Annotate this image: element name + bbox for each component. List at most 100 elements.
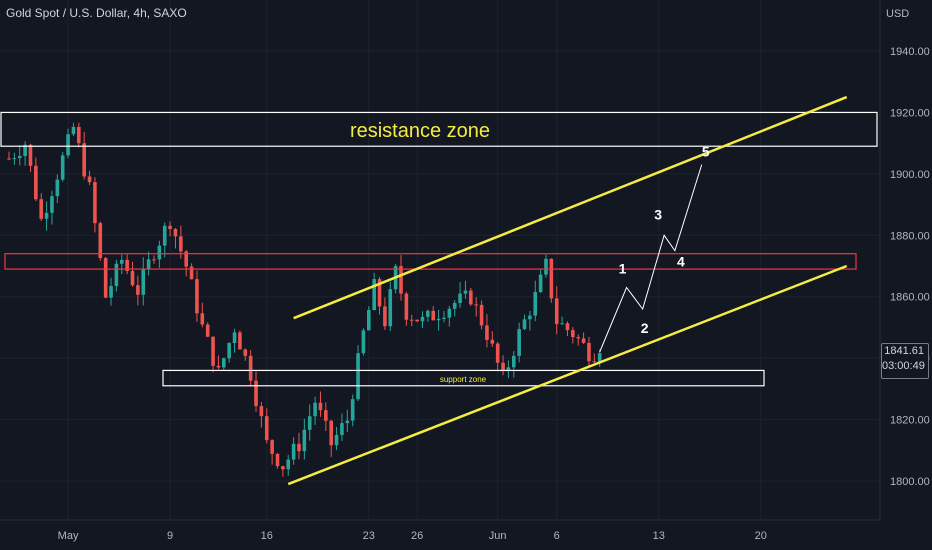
support-zone-label: support zone xyxy=(440,375,487,384)
candle-body xyxy=(141,268,146,295)
candle-body xyxy=(205,324,210,337)
candle-body xyxy=(522,319,527,330)
candle-body xyxy=(324,410,328,421)
candles-layer xyxy=(7,122,602,477)
wave-label: 2 xyxy=(641,320,649,336)
candle-body xyxy=(286,459,291,470)
candle-body xyxy=(350,399,355,421)
candle-body xyxy=(458,293,462,304)
candle-body xyxy=(560,323,564,325)
candle-body xyxy=(17,156,22,159)
red-zone-box xyxy=(4,253,857,270)
candle-body xyxy=(415,319,419,322)
price-tick-label: 1880.00 xyxy=(890,230,930,242)
candle-body xyxy=(372,279,376,311)
candle-body xyxy=(71,126,76,135)
candle-body xyxy=(361,330,366,354)
support-zone-box xyxy=(162,369,765,387)
channel-layer xyxy=(287,95,848,486)
candle-body xyxy=(125,259,129,272)
candle-body xyxy=(146,259,151,269)
candle-body xyxy=(479,304,484,326)
candle-body xyxy=(39,199,44,219)
candle-body xyxy=(517,329,521,356)
candle-body xyxy=(447,308,452,318)
time-tick-label: 23 xyxy=(363,530,375,542)
candle-body xyxy=(495,343,500,363)
price-tick-label: 1820.00 xyxy=(890,415,930,427)
price-tick-label: 1920.00 xyxy=(890,107,930,119)
candle-body xyxy=(152,259,156,261)
candle-body xyxy=(565,323,570,331)
candle-body xyxy=(426,310,430,317)
candle-body xyxy=(576,337,581,339)
candle-body xyxy=(184,251,189,267)
candle-body xyxy=(264,416,269,441)
candle-body xyxy=(485,325,489,340)
symbol-title[interactable]: Gold Spot / U.S. Dollar, 4h, SAXO xyxy=(6,6,187,20)
candle-body xyxy=(302,429,307,452)
candle-body xyxy=(195,279,199,314)
candle-body xyxy=(571,330,575,338)
candle-body xyxy=(291,443,296,460)
candle-body xyxy=(216,365,221,368)
candle-body xyxy=(334,434,339,446)
candle-body xyxy=(82,143,86,177)
candle-body xyxy=(157,245,162,260)
candle-body xyxy=(442,317,446,319)
candle-body xyxy=(452,303,457,309)
candle-body xyxy=(173,229,178,237)
resistance-zone-label: resistance zone xyxy=(350,120,490,142)
candle-body xyxy=(77,126,81,144)
price-tick-label: 1900.00 xyxy=(890,169,930,181)
time-tick-label: 16 xyxy=(261,530,273,542)
candle-body xyxy=(12,158,17,160)
candle-body xyxy=(420,316,425,322)
time-tick-label: 13 xyxy=(653,530,665,542)
candle-body xyxy=(538,274,543,293)
candle-body xyxy=(162,225,167,246)
candle-body xyxy=(179,236,183,252)
candle-body xyxy=(587,342,591,362)
candle-body xyxy=(23,144,27,157)
candle-body xyxy=(528,315,532,320)
candle-body xyxy=(313,402,317,417)
wave-labels: 1 2 3 4 5 xyxy=(619,144,710,336)
bar-countdown: 03:00:49 xyxy=(882,360,925,372)
candle-body xyxy=(34,165,38,200)
candle-body xyxy=(340,423,344,435)
time-axis[interactable]: May 9 16 23 26 Jun 6 13 20 xyxy=(58,530,767,542)
candle-body xyxy=(222,358,226,368)
price-axis[interactable]: 1940.001920.001900.001880.001860.001840.… xyxy=(890,46,930,488)
candle-body xyxy=(329,420,333,446)
candle-body xyxy=(399,266,403,294)
grid-lines xyxy=(0,0,880,520)
candle-body xyxy=(297,443,301,452)
candle-body xyxy=(243,349,248,356)
candle-body xyxy=(501,362,505,372)
candle-body xyxy=(581,338,586,343)
time-tick-label: 9 xyxy=(167,530,173,542)
candle-body xyxy=(345,420,350,424)
candle-body xyxy=(469,290,473,305)
channel-upper-line xyxy=(293,95,848,320)
candle-body xyxy=(388,289,393,327)
price-tick-label: 1860.00 xyxy=(890,292,930,304)
candle-body xyxy=(168,225,172,230)
candle-body xyxy=(544,258,548,275)
channel-lower-line xyxy=(287,264,848,486)
candle-body xyxy=(275,453,280,467)
candle-body xyxy=(103,258,108,298)
candle-body xyxy=(248,355,253,381)
candle-body xyxy=(270,440,274,454)
candle-body xyxy=(366,310,371,331)
candle-body xyxy=(130,271,135,286)
candle-body xyxy=(318,402,323,411)
price-tick-label: 1940.00 xyxy=(890,46,930,58)
wave-label: 3 xyxy=(654,206,662,222)
candle-body xyxy=(119,259,124,264)
candle-body xyxy=(136,285,140,295)
candle-body xyxy=(7,158,11,160)
